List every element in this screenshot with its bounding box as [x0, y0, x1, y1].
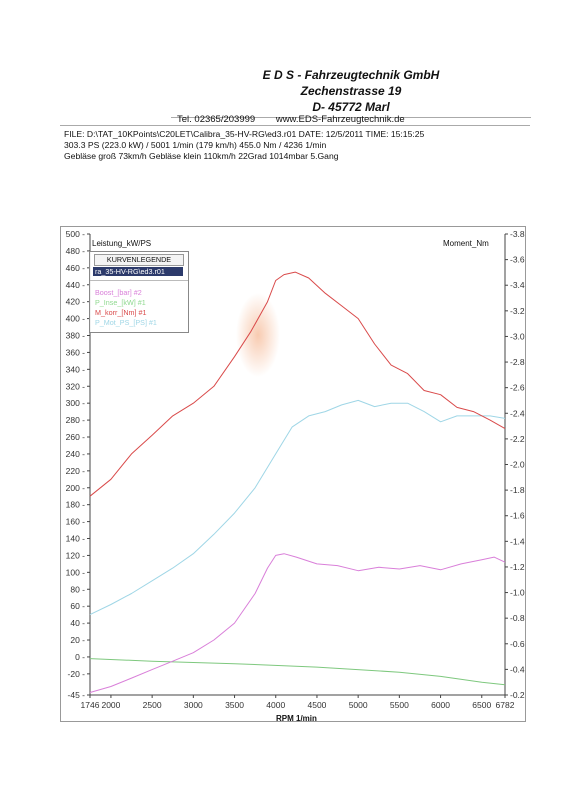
left-tick-label: 320 -	[66, 381, 86, 391]
x-tick-label: 2000	[101, 700, 120, 710]
right-tick-label: -1.0	[510, 588, 525, 598]
legend-item-p-mot: P_Mot_PS_[PS] #1	[95, 318, 157, 327]
result-info-line: 303.3 PS (223.0 kW) / 5001 1/min (179 km…	[64, 140, 327, 150]
left-tick-label: 20 -	[70, 635, 85, 645]
left-tick-label: 440 -	[66, 280, 86, 290]
left-axis-label: Leistung_kW/PS	[92, 239, 151, 248]
legend-title: KURVENLEGENDE	[94, 254, 184, 266]
left-tick-label: 260 -	[66, 432, 86, 442]
right-tick-label: -3.6	[510, 255, 525, 265]
curve-legend: KURVENLEGENDE ra_35-HV-RG\ed3.r01 Boost_…	[89, 251, 189, 333]
company-header: E D S - Fahrzeugtechnik GmbH Zechenstras…	[171, 60, 531, 126]
left-tick-label: 140 -	[66, 534, 86, 544]
series-line-p-mot	[89, 399, 506, 616]
left-tick-label: 460 -	[66, 263, 86, 273]
left-tick-label: 420 -	[66, 297, 86, 307]
web-text: www.EDS-Fahrzeugtechnik.de	[275, 114, 405, 125]
left-tick-label: 220 -	[66, 466, 86, 476]
left-tick-label: 120 -	[66, 550, 86, 560]
company-street: Zechenstrasse 19	[300, 84, 402, 98]
right-axis-label: Moment_Nm	[443, 239, 489, 248]
x-tick-label: 4500	[307, 700, 326, 710]
left-tick-label: 380 -	[66, 331, 86, 341]
left-tick-label: 360 -	[66, 347, 86, 357]
left-tick-label: 60 -	[70, 601, 85, 611]
right-tick-label: -0.8	[510, 613, 525, 623]
left-tick-label: 500 -	[66, 229, 86, 239]
right-tick-label: -2.6	[510, 383, 525, 393]
right-tick-label: -2.2	[510, 434, 525, 444]
x-tick-label: 3000	[184, 700, 203, 710]
x-tick-label: 6000	[431, 700, 450, 710]
header-divider	[171, 117, 531, 118]
file-info-line: FILE: D:\TAT_10KPoints\C20LET\Calibra_35…	[64, 129, 425, 139]
left-tick-label: 80 -	[70, 584, 85, 594]
left-tick-label: 340 -	[66, 364, 86, 374]
right-tick-label: -0.6	[510, 639, 525, 649]
left-tick-label: 480 -	[66, 246, 86, 256]
left-tick-label: 0 -	[75, 652, 85, 662]
series-line-boost-[bar] #2	[89, 553, 506, 693]
legend-item-m-korr: M_korr_[Nm] #1	[95, 308, 147, 317]
left-tick-label: 200 -	[66, 483, 86, 493]
right-tick-label: -1.8	[510, 485, 525, 495]
x-axis-label: RPM 1/min	[276, 714, 317, 723]
right-tick-label: -3.2	[510, 306, 525, 316]
info-divider	[60, 125, 530, 126]
series-line-p-inse	[89, 658, 506, 686]
left-tick-label: 400 -	[66, 314, 86, 324]
legend-file: ra_35-HV-RG\ed3.r01	[93, 267, 183, 276]
conditions-info-line: Gebläse groß 73km/h Gebläse klein 110km/…	[64, 151, 339, 161]
company-city: D- 45772 Marl	[312, 100, 390, 114]
series-line-m-korr	[89, 271, 506, 497]
right-tick-label: -0.4	[510, 664, 525, 674]
right-tick-label: -1.4	[510, 536, 525, 546]
right-tick-label: -3.8	[510, 229, 525, 239]
phone-text: Tel. 02365/203999	[177, 114, 256, 125]
right-tick-label: -2.8	[510, 357, 525, 367]
right-tick-label: -2.0	[510, 460, 525, 470]
x-tick-label: 3500	[225, 700, 244, 710]
left-tick-label: 300 -	[66, 398, 86, 408]
right-tick-label: -1.2	[510, 562, 525, 572]
left-tick-label: 160 -	[66, 517, 86, 527]
left-tick-label: -20 -	[68, 669, 86, 679]
x-tick-label: 5000	[349, 700, 368, 710]
left-tick-label: 180 -	[66, 500, 86, 510]
legend-item-boost: Boost_[bar] #2	[95, 288, 142, 297]
legend-divider	[90, 280, 188, 281]
left-tick-label: 100 -	[66, 567, 86, 577]
left-tick-label: -45 -	[68, 690, 86, 700]
legend-item-p-inse: P_Inse_[kW] #1	[95, 298, 146, 307]
x-tick-label: 6500	[472, 700, 491, 710]
contact-line: Tel. 02365/203999 www.EDS-Fahrzeugtechni…	[177, 114, 405, 125]
company-name: E D S - Fahrzeugtechnik GmbH	[262, 68, 440, 82]
right-tick-label: -2.4	[510, 408, 525, 418]
left-tick-label: 40 -	[70, 618, 85, 628]
right-tick-label: -0.2	[510, 690, 525, 700]
left-tick-label: 280 -	[66, 415, 86, 425]
x-tick-label: 6782	[496, 700, 515, 710]
right-tick-label: -3.0	[510, 331, 525, 341]
x-tick-label: 5500	[390, 700, 409, 710]
right-tick-label: -1.6	[510, 511, 525, 521]
x-tick-label: 4000	[266, 700, 285, 710]
left-tick-label: 240 -	[66, 449, 86, 459]
x-tick-label: 1746	[81, 700, 100, 710]
right-tick-label: -3.4	[510, 280, 525, 290]
print-smudge	[236, 293, 280, 377]
x-tick-label: 2500	[143, 700, 162, 710]
plot-frame	[60, 226, 526, 722]
